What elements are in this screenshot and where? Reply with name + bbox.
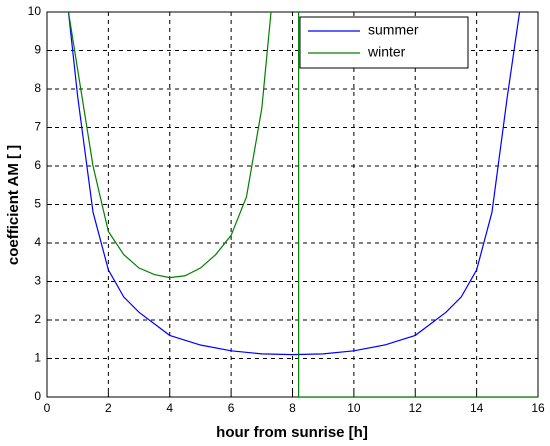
y-axis-label: coefficient AM [ ]: [5, 145, 22, 265]
legend-box: [299, 16, 469, 69]
y-tick-label: 0: [34, 389, 41, 403]
x-tick-label: 14: [470, 401, 484, 415]
y-tick-label: 4: [34, 235, 41, 249]
x-tick-label: 6: [228, 401, 235, 415]
y-tick-label: 5: [34, 197, 41, 211]
x-tick-label: 4: [166, 401, 173, 415]
y-tick-label: 3: [34, 274, 41, 288]
x-tick-label: 0: [44, 401, 51, 415]
legend-label: summer: [368, 22, 419, 38]
y-tick-label: 1: [34, 351, 41, 365]
y-tick-label: 6: [34, 158, 41, 172]
x-tick-label: 10: [347, 401, 361, 415]
y-tick-label: 9: [34, 43, 41, 57]
x-axis-label: hour from sunrise [h]: [216, 424, 368, 441]
x-tick-label: 2: [105, 401, 112, 415]
x-tick-label: 8: [289, 401, 296, 415]
plot-frame: [46, 11, 539, 398]
y-tick-label: 2: [34, 312, 41, 326]
series-line: [67, 12, 521, 356]
y-tick-label: 8: [34, 81, 41, 95]
series-line: [67, 12, 538, 397]
legend-label: winter: [367, 44, 406, 60]
y-tick-label: 10: [28, 4, 42, 18]
y-tick-label: 7: [34, 120, 41, 134]
x-tick-label: 12: [409, 401, 423, 415]
x-tick-label: 16: [531, 401, 545, 415]
